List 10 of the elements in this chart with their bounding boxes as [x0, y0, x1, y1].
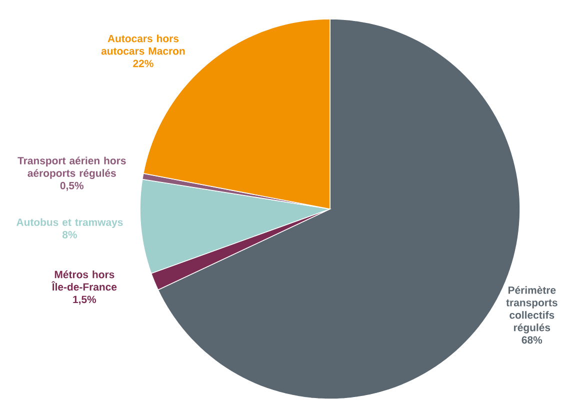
data-label: 22% — [133, 60, 154, 68]
slice-label: Transport aérien hors aéroports régulés — [18, 156, 126, 179]
data-label: 1,5% — [73, 296, 96, 305]
data-label: 68% — [522, 336, 542, 344]
slice-label: Périmètre transports collectifs régulés — [506, 286, 558, 334]
slice-label: Autocars hors autocars Macron — [101, 34, 185, 55]
data-label: 8% — [62, 230, 77, 238]
slice-label: Autobus et tramways — [16, 218, 123, 228]
slice-label: Métros hors Île-de-France — [51, 270, 117, 291]
data-label: 0,5% — [60, 182, 84, 191]
